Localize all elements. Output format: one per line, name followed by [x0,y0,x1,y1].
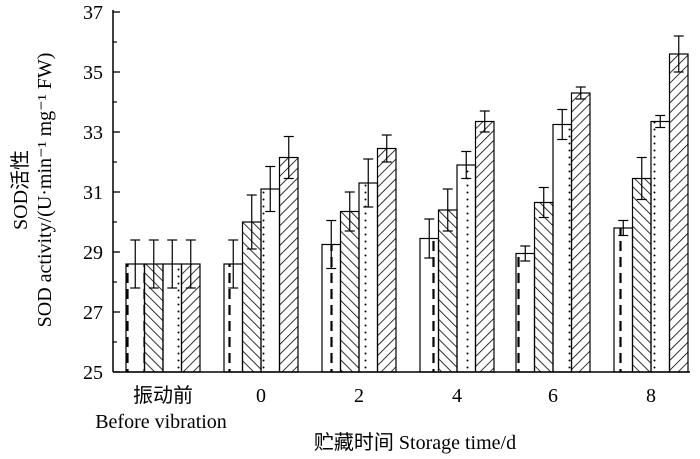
bar-series-2-2 [339,210,360,373]
axes-layer: 25 27 29 31 33 35 37 [83,2,690,384]
bar-series-4-5 [668,53,689,373]
y-tick-label: 33 [83,122,103,144]
y-tick-label: 27 [83,302,103,324]
x-tick-sublabel-0: Before vibration [95,411,227,433]
bar-series-4-2 [376,147,397,373]
bar-series-3-2 [358,182,379,373]
y-axis-label-line2: SOD activity/(U·min⁻¹ mg⁻¹ FW) [34,53,56,328]
bar-series-3-5 [650,120,671,373]
bar-series-1-5 [613,227,634,373]
x-axis-label: 贮藏时间 Storage time/d [314,431,516,454]
bar-series-3-4 [552,123,573,373]
bar-series-3-3 [456,164,477,373]
bar-series-4-1 [278,156,299,373]
bar-series-3-1 [260,188,281,373]
bar-series-2-5 [631,177,652,373]
y-tick-label: 31 [83,182,103,204]
y-tick-label: 29 [83,242,103,264]
error-bars-layer [130,35,684,289]
x-tick-label-0: 振动前 [133,384,193,407]
y-tick-label: 25 [83,362,103,384]
bar-series-4-3 [474,120,495,373]
x-category-labels: 振动前 Before vibration 0 2 4 6 8 [95,384,656,433]
x-tick-label-1: 0 [256,385,266,407]
x-tick-label-3: 4 [452,385,462,407]
y-axis-label-line1: SOD活性 [9,150,32,230]
x-tick-label-2: 2 [354,385,364,407]
bars-layer [125,53,689,373]
y-tick-label: 35 [83,62,103,84]
bar-series-2-4 [533,201,554,373]
x-tick-label-4: 6 [548,385,558,407]
bar-series-2-3 [437,209,458,373]
x-tick-label-5: 8 [646,385,656,407]
bar-series-1-4 [515,252,536,373]
bar-series-4-4 [570,92,591,373]
y-tick-label: 37 [83,2,103,24]
